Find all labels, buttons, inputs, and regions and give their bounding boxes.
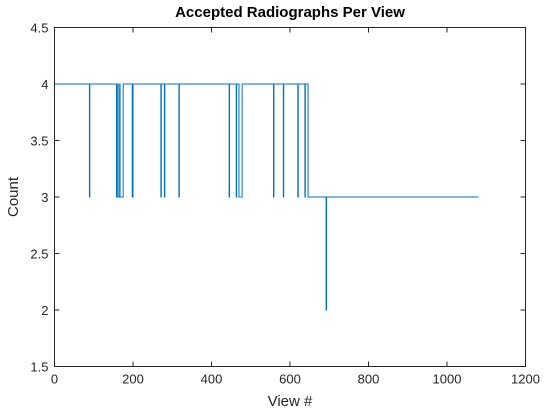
y-tick-label: 4.5 bbox=[30, 21, 48, 36]
y-tick-label: 3 bbox=[41, 190, 48, 205]
x-tick-label: 0 bbox=[51, 372, 58, 387]
x-axis-label: View # bbox=[268, 393, 313, 410]
x-tick-label: 600 bbox=[279, 372, 301, 387]
y-tick-label: 2 bbox=[41, 303, 48, 318]
y-tick-label: 3.5 bbox=[30, 134, 48, 149]
chart-title: Accepted Radiographs Per View bbox=[175, 4, 405, 21]
x-tick-label: 400 bbox=[201, 372, 223, 387]
y-tick-label: 1.5 bbox=[30, 360, 48, 375]
x-tick-label: 800 bbox=[358, 372, 380, 387]
y-tick-label: 2.5 bbox=[30, 247, 48, 262]
y-axis-label: Count bbox=[5, 176, 22, 217]
plot-area-frame bbox=[54, 27, 526, 367]
axis-ticks: 0 200 400 600 800 1000 1200 1.5 2 2.5 3 3.5 4 4.5 bbox=[30, 21, 540, 387]
x-tick-label: 1200 bbox=[511, 372, 540, 387]
x-tick-label: 1000 bbox=[433, 372, 462, 387]
y-tick-label: 4 bbox=[41, 77, 48, 92]
series-line bbox=[54, 83, 479, 311]
x-tick-label: 200 bbox=[122, 372, 144, 387]
